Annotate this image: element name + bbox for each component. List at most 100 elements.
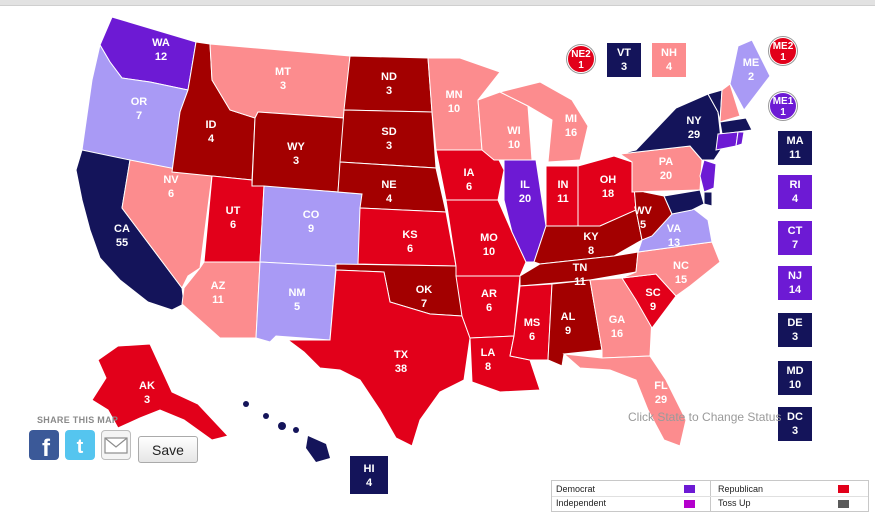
callout-ME2[interactable]: ME2 1 [769, 37, 797, 65]
state-label-WI: WI [507, 125, 520, 137]
callout-VT[interactable]: VT 3 [607, 43, 641, 77]
callout-HI[interactable]: HI 4 [350, 456, 388, 494]
callout-CT-abbr: CT [787, 225, 803, 237]
state-label-MO: MO [480, 232, 498, 244]
legend: Democrat Independent Republican Toss Up [551, 480, 869, 512]
state-NY[interactable] [619, 93, 723, 161]
callout-NH-ev: 4 [665, 61, 673, 73]
facebook-icon[interactable]: f [29, 430, 59, 462]
svg-text:f: f [42, 435, 51, 460]
state-ev-AR: 6 [486, 302, 492, 314]
state-label-ME: ME [743, 57, 760, 69]
callout-NE2-ev: 1 [578, 60, 584, 71]
state-ev-OK: 7 [421, 298, 427, 310]
state-label-TX: TX [394, 349, 409, 361]
callout-RI[interactable]: RI 4 [778, 175, 812, 209]
state-label-AZ: AZ [211, 280, 226, 292]
callout-ME1[interactable]: ME1 1 [769, 92, 797, 120]
state-MI[interactable] [498, 81, 589, 163]
state-IL[interactable] [503, 159, 547, 263]
state-ev-KY: 8 [588, 245, 594, 257]
save-button[interactable]: Save [138, 436, 198, 463]
callout-VT-ev: 3 [620, 61, 628, 73]
state-NJ[interactable] [699, 159, 717, 193]
legend-tossup-label: Toss Up [718, 498, 751, 508]
callout-DC[interactable]: DC 3 [778, 407, 812, 441]
legend-democrat-label: Democrat [556, 484, 596, 494]
state-SD[interactable] [339, 109, 437, 169]
state-ev-CA: 55 [116, 237, 128, 249]
state-HI[interactable] [243, 401, 330, 462]
state-ev-MS: 6 [529, 331, 535, 343]
state-MD[interactable] [663, 189, 705, 215]
state-label-IA: IA [464, 167, 475, 179]
callout-VT-abbr: VT [616, 47, 632, 59]
callout-DE-abbr: DE [787, 317, 803, 329]
state-label-WA: WA [152, 37, 170, 49]
state-ev-KS: 6 [407, 243, 413, 255]
state-label-MN: MN [445, 89, 462, 101]
state-ev-NM: 5 [294, 301, 300, 313]
state-ev-TX: 38 [395, 363, 407, 375]
state-label-IN: IN [558, 179, 569, 191]
state-ev-IA: 6 [466, 181, 472, 193]
state-label-AL: AL [561, 311, 576, 323]
legend-democrat-swatch [684, 485, 695, 493]
state-AK[interactable] [91, 343, 229, 441]
callout-DE[interactable]: DE 3 [778, 313, 812, 347]
state-ev-WA: 12 [155, 51, 167, 63]
state-TX[interactable] [286, 269, 471, 447]
state-MO[interactable] [445, 199, 527, 277]
state-ev-OH: 18 [602, 188, 614, 200]
state-label-NV: NV [163, 174, 179, 186]
callout-MD[interactable]: MD 10 [778, 361, 812, 395]
callout-MD-abbr: MD [786, 365, 804, 377]
state-label-ID: ID [206, 119, 217, 131]
callout-CT-ev: 7 [791, 239, 799, 251]
state-label-SD: SD [381, 126, 396, 138]
click-state-hint: Click State to Change Status [628, 410, 782, 424]
state-CT[interactable] [715, 131, 739, 151]
callout-NE2-abbr: NE2 [571, 49, 591, 60]
state-label-FL: FL [654, 380, 668, 392]
state-label-CO: CO [303, 209, 320, 221]
state-WV[interactable] [631, 161, 673, 241]
callout-CT[interactable]: CT 7 [778, 221, 812, 255]
callout-NH[interactable]: NH 4 [652, 43, 686, 77]
twitter-icon[interactable]: t [65, 430, 95, 460]
state-label-SC: SC [645, 287, 660, 299]
callout-ME1-abbr: ME1 [772, 96, 794, 107]
callout-DC-ev: 3 [791, 425, 799, 437]
state-ev-MN: 10 [448, 103, 460, 115]
state-ev-UT: 6 [230, 219, 236, 231]
state-MA[interactable] [719, 117, 753, 135]
state-ev-SC: 9 [650, 301, 656, 313]
callout-NJ[interactable]: NJ 14 [778, 266, 812, 300]
state-label-GA: GA [609, 314, 626, 326]
callout-NJ-ev: 14 [788, 284, 802, 296]
state-label-OH: OH [600, 174, 617, 186]
callout-HI-abbr: HI [363, 463, 375, 475]
state-label-WV: WV [634, 205, 652, 217]
state-ev-FL: 29 [655, 394, 667, 406]
state-NH[interactable] [719, 83, 741, 123]
state-ME[interactable] [729, 39, 771, 111]
callout-DC-abbr: DC [787, 411, 803, 423]
state-ev-TN: 11 [574, 276, 586, 288]
callout-MA[interactable]: MA 11 [778, 131, 812, 165]
callout-MD-ev: 10 [788, 379, 802, 391]
callout-NE2[interactable]: NE2 1 [567, 45, 595, 73]
state-label-KS: KS [402, 229, 417, 241]
state-label-ND: ND [381, 71, 397, 83]
state-FL[interactable] [562, 353, 687, 447]
email-icon[interactable] [101, 430, 131, 460]
state-DE[interactable] [703, 191, 713, 207]
state-ev-VA: 13 [668, 237, 680, 249]
callout-MA-abbr: MA [786, 135, 804, 147]
state-RI[interactable] [735, 131, 745, 147]
state-ev-NE: 4 [386, 193, 393, 205]
state-ev-PA: 20 [660, 170, 672, 182]
state-label-NE: NE [381, 179, 396, 191]
callout-NJ-abbr: NJ [787, 270, 803, 282]
state-ND[interactable] [343, 55, 433, 113]
